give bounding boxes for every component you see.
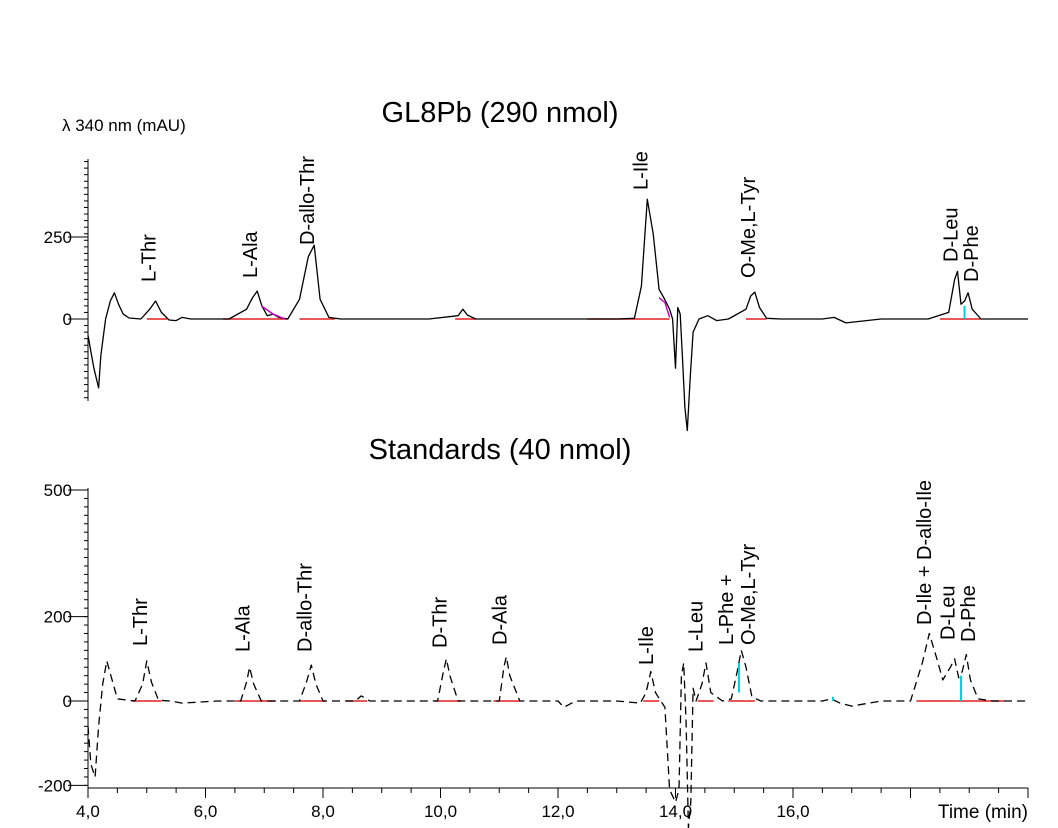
y-tick-label: -200 [38, 776, 72, 795]
x-tick-label: 12,0 [541, 802, 574, 821]
panel-title-standards: Standards (40 nmol) [369, 434, 632, 466]
x-tick-label: 4,0 [76, 802, 100, 821]
y-axis-label: λ 340 nm (mAU) [62, 116, 186, 135]
peak-label: D-Leu [938, 586, 960, 640]
peak-label: L-Phe + [716, 574, 738, 645]
y-tick-label: 200 [44, 608, 72, 627]
peak-label: O-Me,L-Tyr [738, 544, 760, 645]
peak-label: D-Phe [958, 585, 980, 642]
y-tick-label: 0 [63, 310, 72, 329]
chromatogram-trace [87, 198, 1028, 432]
y-tick-label: 250 [44, 228, 72, 247]
chromatogram-trace [87, 632, 1028, 828]
y-tick-label: 500 [44, 481, 72, 500]
x-tick-label: 8,0 [311, 802, 335, 821]
x-axis-title: Time (min) [938, 802, 1028, 823]
peak-label: D-allo-Thr [297, 156, 319, 245]
peak-label: D-Phe [961, 225, 983, 282]
panel-gl8pb: GL8Pb (290 nmol) λ 340 nm (mAU) 250 0 L-Th… [44, 97, 1028, 432]
peak-label: O-Me,L-Tyr [738, 177, 760, 278]
peak-label: D-Leu [941, 208, 963, 262]
y-tick-label: 0 [63, 692, 72, 711]
peak-label: L-Thr [130, 598, 152, 646]
peak-label: D-allo-Thr [294, 563, 316, 652]
peak-label: D-Ala [489, 594, 511, 645]
panel-title-gl8pb: GL8Pb (290 nmol) [382, 97, 619, 129]
peak-label: L-Ala [240, 230, 262, 278]
peak-label: D-Thr [429, 597, 451, 648]
x-axis: 4,0 6,0 8,0 10,0 12,0 14,0 16,0 [76, 787, 1029, 821]
peak-label: D-Ile + D-allo-Ile [914, 480, 936, 625]
peak-label: L-Thr [139, 234, 161, 282]
peak-label: L-Leu [686, 601, 708, 652]
x-tick-label: 10,0 [424, 802, 457, 821]
x-tick-label: 6,0 [194, 802, 218, 821]
peak-label: L-Ile [636, 626, 658, 665]
shoulder-integration [658, 297, 671, 318]
peak-label: L-Ala [233, 604, 255, 652]
shoulder-integration [260, 305, 286, 320]
peak-label: L-Ile [630, 151, 652, 190]
x-tick-label: 16,0 [776, 802, 809, 821]
x-tick-label: 14,0 [659, 802, 692, 821]
panel-standards: Standards (40 nmol) 500 200 0 -200 L-Thr L-Al… [38, 434, 1028, 828]
